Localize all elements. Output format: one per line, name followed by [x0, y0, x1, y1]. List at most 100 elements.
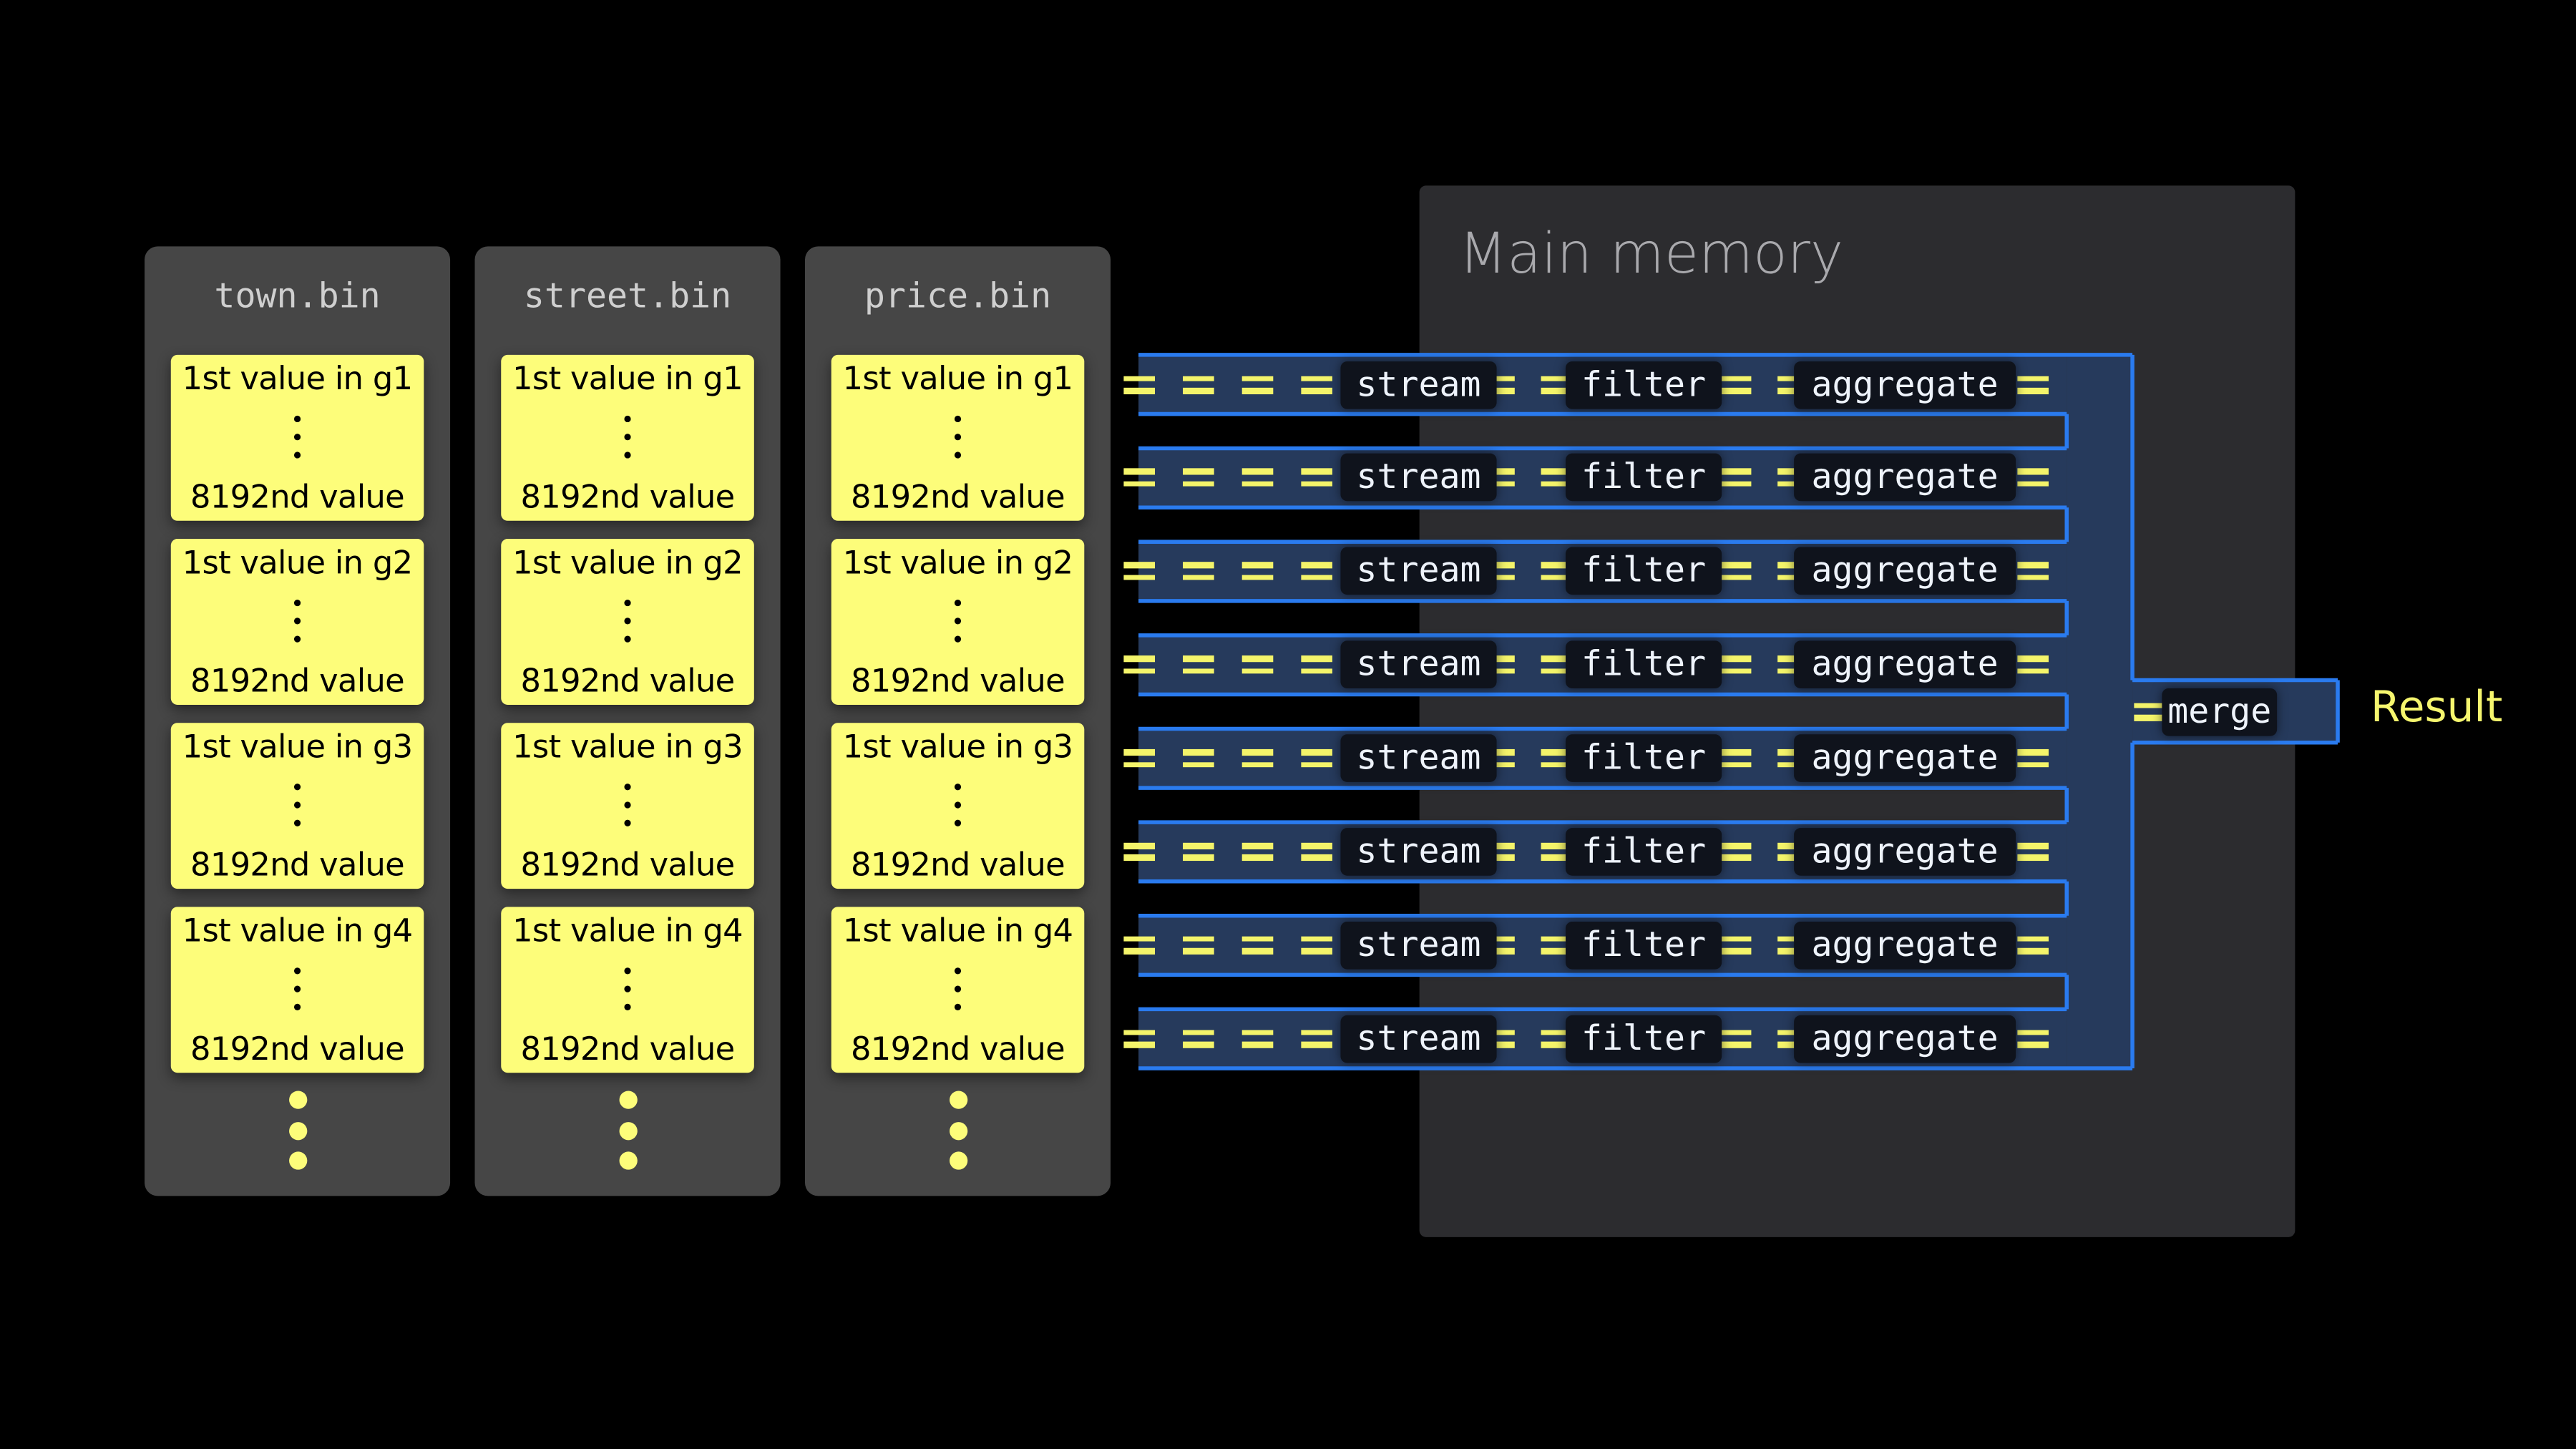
- stage-stream: stream: [1340, 828, 1497, 876]
- stage-filter: filter: [1565, 454, 1722, 502]
- data-flow-icon: [1719, 749, 1752, 768]
- stage-filter: filter: [1565, 921, 1722, 970]
- data-flow-icon: [1719, 655, 1752, 674]
- data-flow-icon: [1183, 562, 1214, 581]
- granule-last-value: 8192nd value: [520, 662, 736, 701]
- data-flow-icon: [1483, 749, 1515, 768]
- data-flow-icon: [1241, 749, 1274, 768]
- data-flow-icon: [1777, 469, 1809, 487]
- data-flow-icon: [1241, 562, 1274, 581]
- stage-stream: stream: [1340, 640, 1497, 689]
- granule-last-value: 8192nd value: [520, 846, 736, 884]
- data-flow-icon: [1777, 842, 1809, 862]
- data-flow-icon: [1483, 842, 1515, 862]
- more-granules-ellipsis-icon: [618, 1091, 637, 1181]
- granule-last-value: 8192nd value: [850, 478, 1065, 516]
- data-flow-icon: [2134, 702, 2165, 721]
- granule-first-value: 1st value in g4: [512, 912, 743, 950]
- merge-trunk: [2067, 354, 2133, 1069]
- granule-block: 1st value in g2 8192nd value: [501, 539, 754, 705]
- data-flow-icon: [1241, 375, 1274, 394]
- data-flow-icon: [2017, 1030, 2049, 1048]
- data-flow-icon: [1541, 655, 1573, 674]
- granule-block: 1st value in g2 8192nd value: [831, 539, 1085, 705]
- data-flow-icon: [1541, 1030, 1573, 1048]
- data-flow-icon: [1301, 842, 1332, 862]
- data-flow-icon: [1183, 1030, 1214, 1048]
- granule-first-value: 1st value in g3: [512, 728, 743, 766]
- ellipsis-icon: [624, 784, 631, 838]
- column-title: town.bin: [214, 275, 381, 316]
- granule-last-value: 8192nd value: [520, 478, 736, 516]
- ellipsis-icon: [954, 415, 962, 470]
- stage-stream: stream: [1340, 921, 1497, 970]
- ellipsis-icon: [624, 415, 631, 470]
- data-flow-icon: [1541, 749, 1573, 768]
- data-flow-icon: [1777, 936, 1809, 955]
- data-flow-icon: [1123, 655, 1156, 674]
- granule-block: 1st value in g1 8192nd value: [831, 354, 1085, 521]
- data-flow-icon: [1301, 375, 1332, 394]
- data-flow-icon: [1777, 562, 1809, 581]
- data-flow-icon: [1123, 936, 1156, 955]
- granule-block: 1st value in g1 8192nd value: [501, 354, 754, 521]
- granule-first-value: 1st value in g2: [512, 543, 743, 582]
- stage-filter: filter: [1565, 547, 1722, 595]
- data-flow-icon: [1777, 749, 1809, 768]
- main-memory-title: Main memory: [1458, 221, 1844, 288]
- ellipsis-icon: [954, 784, 962, 838]
- more-granules-ellipsis-icon: [948, 1091, 967, 1181]
- data-flow-icon: [1183, 375, 1214, 394]
- granule-first-value: 1st value in g2: [182, 543, 413, 582]
- data-flow-icon: [1541, 562, 1573, 581]
- ellipsis-icon: [293, 967, 301, 1022]
- granule-first-value: 1st value in g4: [182, 912, 413, 950]
- ellipsis-icon: [624, 600, 631, 654]
- data-flow-icon: [1301, 655, 1332, 674]
- granule-last-value: 8192nd value: [190, 478, 405, 516]
- data-flow-icon: [1541, 842, 1573, 862]
- data-flow-icon: [1541, 936, 1573, 955]
- data-flow-icon: [1183, 749, 1214, 768]
- data-flow-icon: [1123, 842, 1156, 862]
- data-flow-icon: [1241, 1030, 1274, 1048]
- ellipsis-icon: [293, 600, 301, 654]
- data-flow-icon: [1541, 375, 1573, 394]
- stage-aggregate: aggregate: [1794, 640, 2016, 689]
- column-title: street.bin: [523, 275, 732, 316]
- data-flow-icon: [2017, 936, 2049, 955]
- stage-aggregate: aggregate: [1794, 1015, 2016, 1063]
- stage-stream: stream: [1340, 360, 1497, 409]
- column-file-1: street.bin 1st value in g1 8192nd value …: [474, 246, 781, 1196]
- data-flow-icon: [1719, 469, 1752, 487]
- ellipsis-icon: [954, 967, 962, 1022]
- data-flow-icon: [1301, 936, 1332, 955]
- stage-filter: filter: [1565, 360, 1722, 409]
- granule-last-value: 8192nd value: [190, 846, 405, 884]
- data-flow-icon: [1123, 749, 1156, 768]
- granule-first-value: 1st value in g4: [842, 912, 1073, 950]
- data-flow-icon: [1719, 562, 1752, 581]
- ellipsis-icon: [293, 415, 301, 470]
- data-flow-icon: [1777, 1030, 1809, 1048]
- data-flow-icon: [2017, 562, 2049, 581]
- data-flow-icon: [1777, 375, 1809, 394]
- data-flow-icon: [1183, 936, 1214, 955]
- stage-filter: filter: [1565, 640, 1722, 689]
- granule-block: 1st value in g4 8192nd value: [170, 907, 424, 1073]
- data-flow-icon: [1719, 936, 1752, 955]
- stage-aggregate: aggregate: [1794, 828, 2016, 876]
- stage-stream: stream: [1340, 547, 1497, 595]
- data-flow-icon: [2017, 469, 2049, 487]
- stage-aggregate: aggregate: [1794, 734, 2016, 783]
- granule-last-value: 8192nd value: [190, 662, 405, 701]
- granule-block: 1st value in g2 8192nd value: [170, 539, 424, 705]
- stage-aggregate: aggregate: [1794, 360, 2016, 409]
- ellipsis-icon: [624, 967, 631, 1022]
- column-title: price.bin: [864, 275, 1052, 316]
- stage-aggregate: aggregate: [1794, 454, 2016, 502]
- ellipsis-icon: [293, 784, 301, 838]
- data-flow-icon: [2017, 842, 2049, 862]
- data-flow-icon: [2017, 655, 2049, 674]
